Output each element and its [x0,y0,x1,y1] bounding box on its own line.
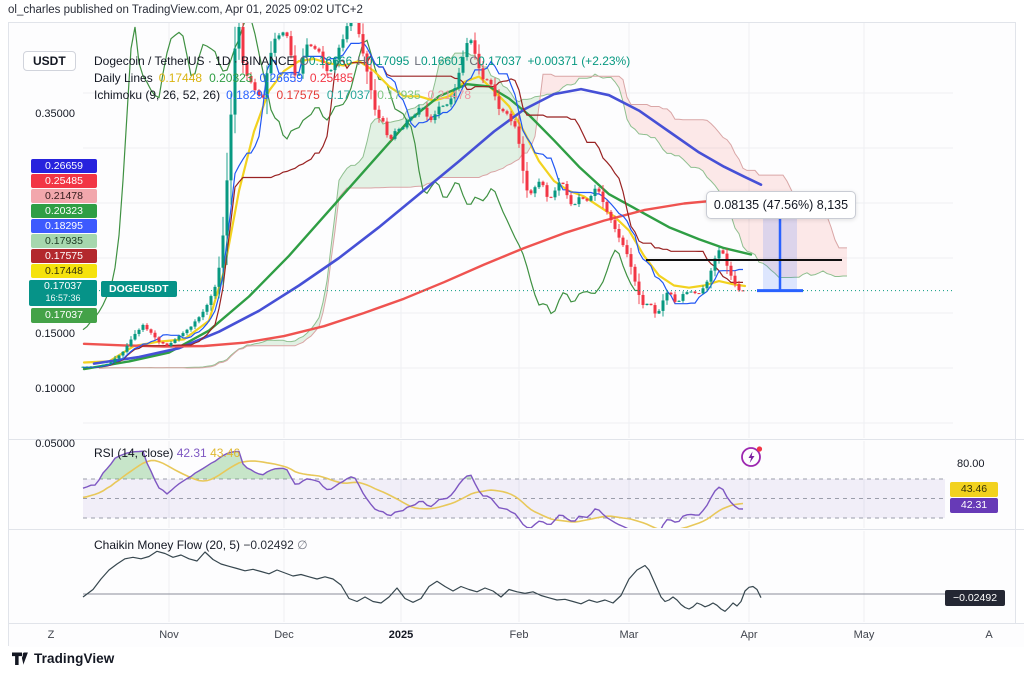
symbol-tag: DOGEUSDT [101,281,177,297]
price-axis-label: 0.05000 [35,438,75,450]
indicator-value: 0.18295 [226,87,270,102]
horizontal-trend-line[interactable] [646,259,842,262]
indicator-value: 0.17448 [158,70,203,85]
price-line-badge: 0.21478 [31,189,97,203]
symbol-title: Dogecoin / TetherUS · 1D · BINANCE [94,53,295,68]
prev-close-badge: 0.17037 [31,308,97,323]
ohlc-values: O0.16666 H0.17095 L0.16601 C0.17037 [295,54,522,68]
indicator-value: 0.17037 [326,87,371,102]
ohlc-key: L [414,53,422,68]
time-axis-tick[interactable]: Nov [159,629,179,641]
price-line-badge: 0.25485 [31,174,97,188]
indicator-name: Daily Lines [94,70,153,85]
price-axis-label: 0.10000 [35,383,75,395]
time-axis-tick[interactable]: 2025 [388,629,414,641]
cmf-zero-icon: ∅ [297,538,308,552]
chart-legend: Dogecoin / TetherUS · 1D · BINANCE O0.166… [94,52,630,103]
indicator-value: 0.26659 [259,70,303,85]
tradingview-logo-icon [12,652,28,665]
ohlc-key: C [469,53,479,68]
time-axis[interactable]: Z Nov Dec 2025 Feb Mar Apr May A [9,623,1024,647]
cmf-value-badge: −0.02492 [945,590,1005,606]
rsi-title-row[interactable]: RSI (14, close) 42.31 43.46 [94,446,240,460]
pane-separator[interactable] [9,439,1024,440]
cmf-title: Chaikin Money Flow (20, 5) [94,538,241,552]
indicator-value: 0.17935 [377,87,421,102]
indicator-legend-row[interactable]: Ichimoku (9, 26, 52, 26) 0.18295 0.17575 0.… [94,87,630,104]
last-price-badge: 0.17037 16:57:36 [29,280,97,306]
price-axis-label: 0.35000 [35,108,75,120]
indicator-value: 0.17575 [276,87,320,102]
rsi-ma-value: 43.46 [210,446,241,460]
ohlc-key: O [299,53,309,68]
indicator-name: Ichimoku (9, 26, 52, 26) [94,87,221,102]
ohlc-value: 0.16666 [308,53,353,68]
price-line-badge: 0.17448 [31,264,97,278]
time-axis-tick[interactable]: Mar [619,629,639,641]
rsi-ma-badge: 43.46 [950,482,998,497]
rsi-value: 42.31 [176,446,207,460]
cmf-title-row[interactable]: Chaikin Money Flow (20, 5) −0.02492 ∅ [94,538,308,552]
price-axis-label: 0.15000 [35,328,75,340]
indicator-value: 0.25485 [309,70,354,85]
cmf-value: −0.02492 [243,538,294,552]
ohlc-value: 0.16601 [421,53,465,68]
last-price-value: 0.17037 [44,280,82,292]
main-chart-canvas[interactable] [9,23,1024,438]
brand-name: TradingView [34,651,115,666]
price-line-badge: 0.18295 [31,219,97,233]
rsi-scale-label: 80.00 [957,458,985,470]
price-line-badge: 0.17935 [31,234,97,248]
pane-separator[interactable] [9,529,1024,530]
legend-symbol-row[interactable]: Dogecoin / TetherUS · 1D · BINANCE O0.166… [94,53,630,70]
ohlc-value: 0.17037 [478,53,522,68]
time-axis-tick[interactable]: A [985,629,993,641]
change-value: +0.00371 (+2.23%) [527,53,631,68]
time-axis-tick[interactable]: Apr [740,629,758,641]
price-line-badge: 0.17575 [31,249,97,263]
price-line-badge: 0.20323 [31,204,97,218]
price-scale-currency-badge[interactable]: USDT [23,51,76,71]
rsi-value-badge: 42.31 [950,498,998,513]
indicator-value: 0.20323 [209,70,253,85]
cmf-pane-canvas[interactable] [9,531,1024,622]
currency-label: USDT [33,54,66,68]
time-axis-tick[interactable]: Z [47,629,55,641]
indicator-legend-row[interactable]: Daily Lines 0.17448 0.20323 0.26659 0.25485 [94,70,630,87]
rsi-title: RSI (14, close) [94,446,174,460]
time-axis-tick[interactable]: Dec [274,629,294,641]
flash-icon[interactable] [740,444,764,468]
indicator-legend-rows: Daily Lines 0.17448 0.20323 0.26659 0.25485 I… [94,70,630,104]
time-axis-tick[interactable]: Feb [509,629,529,641]
bar-countdown: 16:57:36 [45,293,81,303]
footer-brand[interactable]: TradingView [12,651,114,666]
time-axis-tick[interactable]: May [853,629,875,641]
ohlc-key: H [357,53,366,68]
attribution-text: ol_charles published on TradingView.com,… [8,4,363,16]
chart-frame: USDT Dogecoin / TetherUS · 1D · BINANCE O… [8,22,1024,647]
ohlc-value: 0.17095 [365,53,410,68]
price-line-badge: 0.26659 [31,159,97,173]
measure-tooltip[interactable]: 0.08135 (47.56%) 8,135 [706,191,856,219]
indicator-value: 0.21478 [427,87,472,102]
